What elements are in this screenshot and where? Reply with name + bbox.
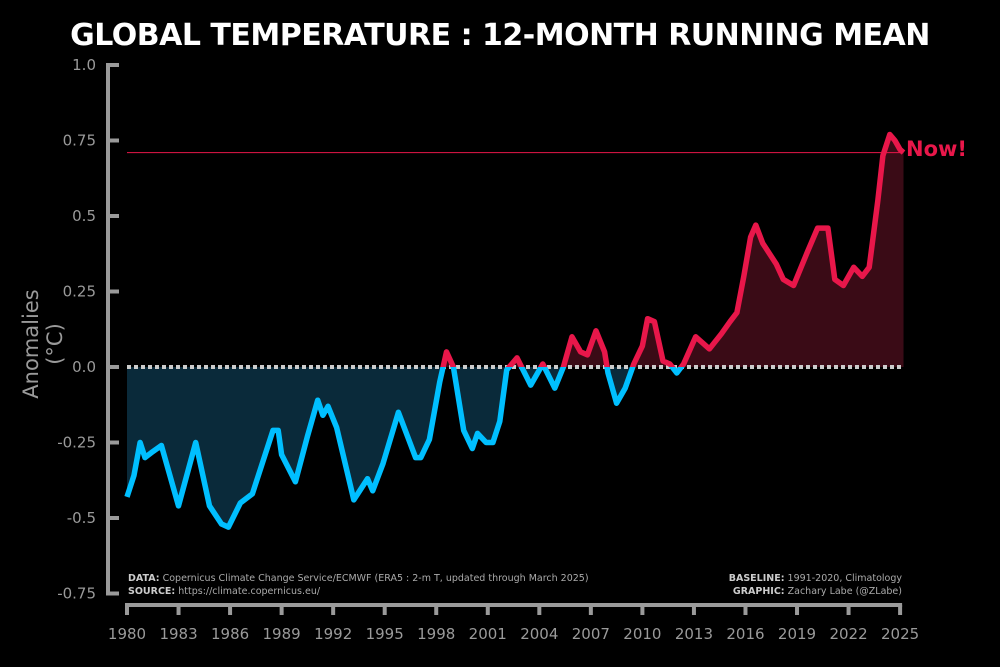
x-tick-label: 2019 — [778, 625, 816, 643]
x-tick-label: 1986 — [211, 625, 249, 643]
y-tick-label: 0.5 — [72, 207, 96, 225]
y-tick-label: -0.75 — [57, 585, 96, 603]
x-tick-label: 1980 — [108, 625, 146, 643]
baseline-text: 1991-2020, Climatology — [787, 573, 902, 584]
x-tick-label: 2001 — [469, 625, 507, 643]
baseline-credit: BASELINE: 1991-2020, Climatology — [729, 572, 902, 585]
source-credit: SOURCE: https://climate.copernicus.eu/ — [128, 585, 589, 598]
graphic-text: Zachary Labe (@ZLabe) — [787, 586, 902, 597]
now-label: Now! — [906, 137, 967, 161]
x-tick-label: 2022 — [829, 625, 867, 643]
y-tick-label: 0.25 — [63, 283, 96, 301]
x-tick-label: 2025 — [881, 625, 919, 643]
x-tick-label: 1995 — [366, 625, 404, 643]
x-tick-label: 2016 — [726, 625, 764, 643]
footer-left: DATA: Copernicus Climate Change Service/… — [128, 572, 589, 598]
y-axis-label: Anomalies (°C) — [19, 289, 67, 399]
x-tick-label: 1992 — [314, 625, 352, 643]
warm-anomaly-fill — [127, 134, 904, 367]
graphic-label: GRAPHIC: — [732, 586, 785, 597]
y-tick-label: -0.5 — [67, 509, 96, 527]
source-credit-text: https://climate.copernicus.eu/ — [178, 586, 321, 597]
data-credit: DATA: Copernicus Climate Change Service/… — [128, 572, 589, 585]
x-tick-label: 1989 — [263, 625, 301, 643]
data-credit-text: Copernicus Climate Change Service/ECMWF … — [162, 573, 589, 584]
y-tick-label: 1.0 — [72, 56, 96, 74]
y-tick-label: 0.75 — [63, 132, 96, 150]
footer-right: BASELINE: 1991-2020, Climatology GRAPHIC… — [729, 572, 902, 598]
data-credit-label: DATA: — [128, 573, 160, 584]
y-tick-label: 0.0 — [72, 358, 96, 376]
x-tick-label: 2007 — [572, 625, 610, 643]
x-tick-label: 1983 — [159, 625, 197, 643]
x-tick-label: 1998 — [417, 625, 455, 643]
chart-title: GLOBAL TEMPERATURE : 12-MONTH RUNNING ME… — [70, 18, 930, 53]
series-line-above-zero — [440, 131, 906, 367]
source-credit-label: SOURCE: — [128, 586, 176, 597]
x-tick-label: 2010 — [623, 625, 661, 643]
y-tick-label: -0.25 — [57, 434, 96, 452]
graphic-credit: GRAPHIC: Zachary Labe (@ZLabe) — [729, 585, 902, 598]
x-tick-label: 2013 — [675, 625, 713, 643]
series-line-below-zero — [124, 367, 685, 530]
baseline-label: BASELINE: — [728, 573, 785, 584]
x-tick-label: 2004 — [520, 625, 558, 643]
